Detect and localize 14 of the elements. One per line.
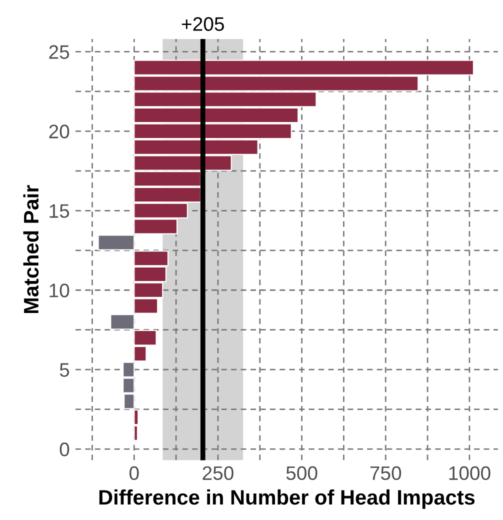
y-tick-label: 10 — [50, 284, 70, 298]
y-tick-label: 0 — [60, 442, 70, 456]
ref-line-label: +205 — [182, 17, 224, 31]
y-tick-label: 20 — [49, 124, 70, 138]
y-axis-title: Matched Pair — [23, 185, 39, 314]
x-tick-label: 1000 — [449, 466, 490, 480]
x-tick-label: 0 — [129, 466, 139, 480]
y-tick-label: 25 — [49, 45, 70, 59]
x-axis-title: Difference in Number of Head Impacts — [99, 489, 475, 509]
x-tick-label: 500 — [286, 466, 318, 480]
y-tick-label: 5 — [60, 363, 70, 377]
x-tick-label: 750 — [370, 466, 402, 480]
y-tick-label: 15 — [50, 204, 70, 218]
x-tick-label: 250 — [202, 466, 234, 480]
